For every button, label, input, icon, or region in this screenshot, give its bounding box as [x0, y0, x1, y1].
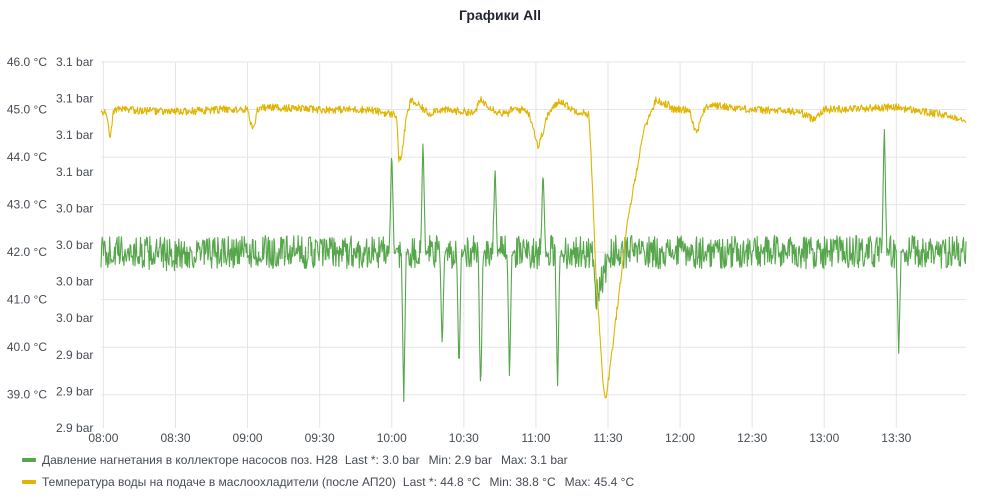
- chart-area[interactable]: 46.0 °C 45.0 °C 44.0 °C 43.0 °C 42.0 °C 41.0 …: [0, 0, 1000, 445]
- x-tick-label: 08:30: [160, 431, 190, 445]
- x-tick-label: 11:30: [593, 431, 622, 445]
- right-tick-label: 3.1 bar: [56, 128, 93, 142]
- right-tick-label: 3.1 bar: [56, 165, 93, 179]
- right-tick-label: 3.0 bar: [56, 311, 93, 325]
- right-tick-label: 3.0 bar: [56, 238, 93, 252]
- x-tick-label: 10:30: [449, 431, 479, 445]
- legend-stat-max: Max: 45.4 °C: [564, 475, 635, 489]
- x-tick-label: 10:00: [377, 431, 407, 445]
- right-tick-label: 3.1 bar: [56, 92, 93, 106]
- legend-label-temperature[interactable]: Температура воды на подаче в маслоохлади…: [42, 475, 396, 489]
- left-axis: 46.0 °C 45.0 °C 44.0 °C 43.0 °C 42.0 °C 41.0 …: [7, 55, 47, 402]
- right-tick-label: 3.1 bar: [56, 55, 93, 69]
- legend-swatch-pressure[interactable]: [22, 458, 36, 462]
- legend-item-temperature[interactable]: Температура воды на подаче в маслоохлади…: [22, 471, 643, 493]
- series-line-pressure[interactable]: [100, 129, 967, 403]
- x-tick-label: 12:00: [665, 431, 695, 445]
- legend-label-pressure[interactable]: Давление нагнетания в коллекторе насосов…: [42, 453, 338, 467]
- legend-stat-last: Last *: 44.8 °C: [402, 475, 481, 489]
- x-tick-label: 13:30: [881, 431, 911, 445]
- legend-stat-min: Min: 38.8 °C: [489, 475, 556, 489]
- right-tick-label: 2.9 bar: [56, 384, 93, 398]
- x-tick-label: 12:30: [737, 431, 767, 445]
- right-tick-label: 2.9 bar: [56, 348, 93, 362]
- right-tick-label: 2.9 bar: [56, 421, 93, 435]
- left-tick-label: 46.0 °C: [7, 55, 47, 69]
- left-tick-label: 40.0 °C: [7, 340, 47, 354]
- right-tick-label: 3.0 bar: [56, 201, 93, 215]
- series-layer[interactable]: [100, 96, 967, 403]
- left-tick-label: 43.0 °C: [7, 198, 47, 212]
- left-tick-label: 42.0 °C: [7, 245, 47, 259]
- right-tick-label: 3.0 bar: [56, 275, 93, 289]
- legend-stat-max: Max: 3.1 bar: [500, 453, 568, 467]
- x-tick-label: 13:00: [809, 431, 839, 445]
- legend-stat-last: Last *: 3.0 bar: [344, 453, 420, 467]
- left-tick-label: 39.0 °C: [7, 388, 47, 402]
- panel-title[interactable]: Графики All: [459, 7, 541, 23]
- x-tick-label: 08:00: [88, 431, 118, 445]
- legend-swatch-temperature[interactable]: [22, 480, 36, 484]
- left-tick-label: 45.0 °C: [7, 103, 47, 117]
- legend: Давление нагнетания в коллекторе насосов…: [22, 449, 643, 493]
- x-tick-label: 09:30: [305, 431, 335, 445]
- legend-stat-min: Min: 2.9 bar: [428, 453, 492, 467]
- x-tick-label: 09:00: [233, 431, 263, 445]
- legend-item-pressure[interactable]: Давление нагнетания в коллекторе насосов…: [22, 449, 643, 471]
- x-tick-label: 11:00: [521, 431, 550, 445]
- left-tick-label: 41.0 °C: [7, 293, 47, 307]
- x-axis: 08:00 08:30 09:00 09:30 10:00 10:30 11:00 11:30…: [88, 431, 911, 445]
- series-line-temperature[interactable]: [100, 96, 967, 399]
- left-tick-label: 44.0 °C: [7, 150, 47, 164]
- right-axis: 3.1 bar 3.1 bar 3.1 bar 3.1 bar 3.0 bar 3.0 b…: [56, 55, 93, 435]
